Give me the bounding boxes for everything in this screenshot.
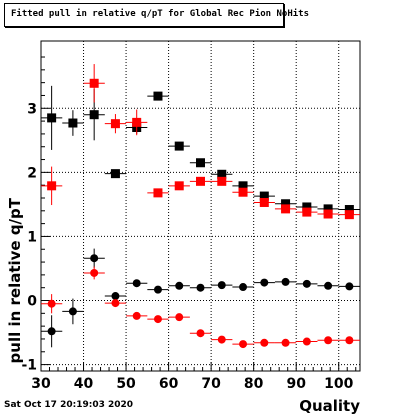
data-point [302, 337, 311, 346]
data-point [174, 181, 184, 191]
data-point [89, 110, 99, 120]
x-tick-label: 30 [31, 376, 51, 392]
data-point [68, 118, 78, 128]
series-2 [41, 248, 360, 348]
series-1 [41, 64, 360, 220]
data-point [196, 176, 205, 186]
data-point [196, 283, 205, 292]
data-point [344, 210, 354, 220]
data-point [132, 279, 141, 288]
x-tick-label: 40 [74, 376, 94, 392]
data-point [260, 338, 269, 347]
data-point [281, 204, 291, 214]
data-point [344, 205, 354, 215]
data-point [90, 254, 99, 263]
y-tick-label: 2 [27, 165, 37, 181]
data-point [132, 311, 141, 320]
data-point [174, 141, 184, 151]
data-point [89, 78, 99, 88]
data-point [259, 191, 269, 201]
data-point [324, 281, 333, 290]
data-point [47, 327, 56, 336]
x-tick-label: 100 [324, 376, 353, 392]
data-point [238, 187, 248, 197]
data-point [153, 188, 163, 198]
data-point [90, 268, 99, 277]
series-0 [41, 85, 360, 215]
data-point [47, 299, 56, 308]
data-point [238, 181, 248, 191]
data-point [217, 281, 226, 290]
data-point [281, 199, 291, 209]
chart-title-box: Fitted pull in relative q/pT for Global … [4, 3, 309, 27]
data-point [196, 329, 205, 338]
data-point [175, 281, 184, 290]
data-point [281, 338, 290, 347]
y-tick-label: -1 [21, 358, 37, 374]
data-point [302, 207, 312, 217]
y-tick-label: 1 [27, 229, 37, 245]
y-tick-label: 3 [27, 101, 37, 117]
data-point [281, 277, 290, 286]
data-point [323, 204, 333, 214]
data-point [324, 336, 333, 345]
data-point [111, 292, 120, 301]
data-point [47, 181, 57, 191]
data-point [260, 278, 269, 287]
data-point [345, 336, 354, 345]
data-point [239, 340, 248, 349]
series-3 [41, 266, 360, 349]
data-point [217, 335, 226, 344]
data-point [111, 299, 120, 308]
data-point [259, 197, 269, 207]
data-point [217, 169, 227, 179]
y-tick-label: 0 [27, 294, 37, 310]
data-point [239, 283, 248, 292]
data-point [302, 202, 312, 212]
x-tick-label: 70 [201, 376, 221, 392]
data-point [110, 169, 120, 179]
data-point [196, 158, 205, 168]
grid-lines [40, 41, 360, 371]
data-point [47, 113, 57, 123]
data-point [68, 307, 77, 316]
data-point [323, 209, 333, 219]
data-point [153, 315, 162, 324]
data-point [217, 176, 227, 186]
data-point [175, 313, 184, 322]
x-axis-label: Quality [299, 397, 360, 414]
data-point [132, 117, 142, 127]
x-tick-label: 90 [286, 376, 306, 392]
axis-ticks: 30 40 50 60 70 80 90 100 -1 0 1 2 3 [21, 56, 357, 392]
data-point [153, 91, 163, 101]
plot-frame [40, 40, 361, 372]
data-point [345, 282, 354, 291]
x-tick-label: 50 [116, 376, 136, 392]
data-points [41, 64, 360, 349]
x-tick-label: 60 [159, 376, 179, 392]
data-point [153, 285, 162, 294]
date-stamp: Sat Oct 17 20:19:03 2020 [4, 400, 134, 410]
data-point [302, 279, 311, 288]
chart-title: Fitted pull in relative q/pT for Global … [11, 9, 310, 19]
data-point [110, 119, 120, 129]
x-tick-label: 80 [244, 376, 264, 392]
y-axis-label: pull in relative q/pT [6, 197, 24, 363]
